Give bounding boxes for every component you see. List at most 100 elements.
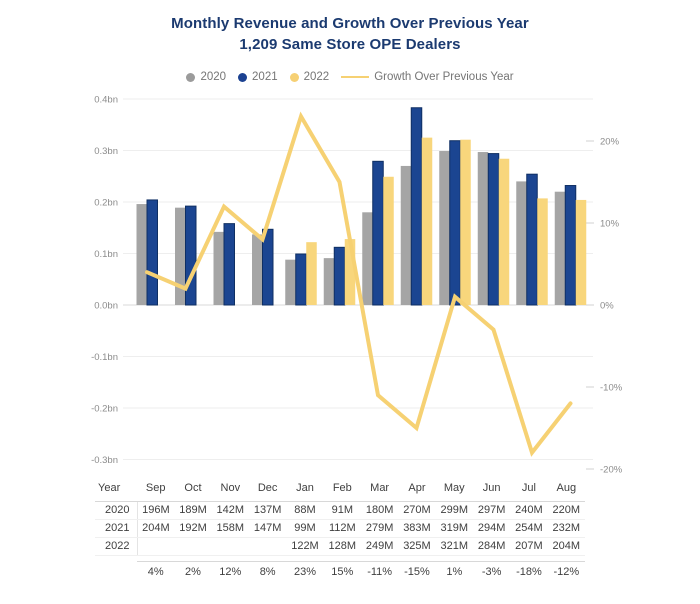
month-header: Nov (211, 476, 249, 502)
legend: 2020 2021 2022 Growth Over Previous Year (0, 71, 700, 83)
bar-2020-mar (362, 212, 373, 305)
bar-2021-jul (526, 173, 538, 306)
revenue-value: 147M (248, 519, 287, 538)
bar-2020-nov (213, 231, 224, 305)
growth-value: 23% (286, 560, 324, 583)
bar-2021-sep (146, 199, 158, 306)
month-header: Jun (472, 476, 511, 502)
revenue-value: 204M (547, 537, 585, 556)
bar-2020-jun (477, 152, 489, 305)
year-label: 2020 (95, 501, 138, 520)
gridlines (123, 98, 593, 460)
bar-series (136, 107, 587, 306)
legend-label: 2021 (252, 71, 278, 83)
bar-2022-feb (344, 239, 356, 305)
month-header: Mar (360, 476, 399, 502)
left-axis-tick-label: -0.3bn (91, 455, 118, 466)
month-header: Sep (137, 476, 175, 502)
revenue-value: 297M (472, 501, 511, 520)
bar-2022-apr (421, 137, 433, 306)
table-header-row: Year Sep Oct Nov Dec Jan Feb Mar Apr May Jun Jul Aug (95, 476, 585, 502)
revenue-value: 180M (360, 501, 399, 520)
revenue-value: 325M (398, 537, 436, 556)
revenue-value: 196M (137, 501, 175, 520)
bar-2021-jun (487, 153, 500, 306)
revenue-value: 321M (435, 537, 473, 556)
month-header: Apr (398, 476, 436, 502)
revenue-value: 142M (211, 501, 249, 520)
growth-label (95, 561, 137, 583)
bar-2022-jul (537, 198, 548, 305)
legend-dot-icon (186, 72, 196, 82)
bar-2020-jan (285, 259, 296, 305)
year-label: 2022 (95, 537, 138, 556)
left-axis-tick-label: 0.0bn (94, 301, 118, 312)
revenue-value: 122M (286, 537, 324, 556)
revenue-value: 88M (286, 501, 324, 520)
legend-line-icon (341, 76, 370, 78)
bar-2022-aug (575, 199, 587, 305)
bar-2022-jan (306, 242, 317, 305)
table-growth-row: 4% 2% 12% 8% 23% 15% -11% -15% 1% -3% -18% -12% (95, 560, 585, 583)
left-axis-tick-label: -0.1bn (91, 352, 118, 363)
revenue-value: 383M (398, 519, 436, 538)
revenue-value (248, 537, 287, 556)
legend-item-growth-over-previous-year[interactable]: Growth Over Previous Year (341, 71, 514, 83)
legend-dot-icon (289, 72, 299, 82)
growth-value: 12% (211, 560, 249, 583)
month-header: May (435, 476, 473, 502)
right-axis-tick-label: 20% (600, 137, 620, 148)
month-header: Dec (248, 476, 287, 502)
left-axis-tick-label: 0.4bn (94, 95, 118, 106)
year-label: 2021 (95, 519, 138, 538)
growth-value: -3% (472, 560, 511, 583)
revenue-value: 284M (472, 537, 511, 556)
revenue-value: 319M (435, 519, 473, 538)
growth-value: 4% (137, 560, 175, 583)
revenue-value: 220M (547, 501, 585, 520)
revenue-value: 204M (137, 519, 175, 538)
bar-2020-apr (400, 165, 412, 305)
table-row-2022: 2022 122M 128M 249M 325M 321M 284M 207M 204M (95, 537, 585, 556)
revenue-value: 232M (547, 519, 585, 538)
chart-title-line2: 1,209 Same Store OPE Dealers (239, 36, 461, 53)
left-axis-tick-label: -0.2bn (91, 404, 118, 415)
growth-value: 1% (435, 560, 473, 583)
legend-label: 2020 (200, 71, 227, 83)
revenue-value: 189M (174, 501, 212, 520)
revenue-value: 112M (323, 519, 361, 538)
revenue-value: 207M (510, 537, 548, 556)
bar-2020-oct (175, 207, 186, 305)
bar-2022-jun (498, 158, 510, 305)
revenue-value: 294M (472, 519, 511, 538)
right-axis-tick-label: -20% (600, 465, 623, 475)
revenue-value (174, 537, 212, 556)
revenue-value: 192M (174, 519, 212, 538)
revenue-value (137, 537, 175, 556)
legend-item-2020[interactable]: 2020 (186, 71, 226, 83)
month-header: Feb (323, 476, 361, 502)
revenue-value: 158M (211, 519, 249, 538)
bar-2021-mar (372, 160, 384, 306)
month-header: Aug (547, 476, 585, 502)
legend-item-2022[interactable]: 2022 (289, 71, 329, 83)
growth-value: 8% (248, 560, 287, 583)
revenue-value: 137M (248, 501, 287, 520)
month-header: Jan (286, 476, 324, 502)
revenue-value: 299M (435, 501, 473, 520)
growth-value: 2% (174, 560, 212, 583)
growth-value: 15% (323, 560, 361, 583)
left-axis-tick-label: 0.2bn (94, 198, 118, 209)
chart-title: Monthly Revenue and Growth Over Previous… (0, 13, 700, 55)
legend-item-2021[interactable]: 2021 (238, 71, 278, 83)
table-row-2021: 2021 204M 192M 158M 147M 99M 112M 279M 383M 319M 2… (95, 519, 585, 538)
revenue-growth-chart: 0.4bn 0.3bn 0.2bn 0.1bn 0.0bn -0.1bn -0.2bn -0.… (91, 95, 623, 475)
revenue-value: 249M (360, 537, 399, 556)
growth-value: -18% (510, 560, 548, 583)
growth-line (145, 111, 573, 457)
month-header: Jul (510, 476, 548, 502)
bar-2020-jul (516, 181, 527, 305)
bar-2021-may (449, 140, 461, 306)
revenue-value: 91M (323, 501, 361, 520)
